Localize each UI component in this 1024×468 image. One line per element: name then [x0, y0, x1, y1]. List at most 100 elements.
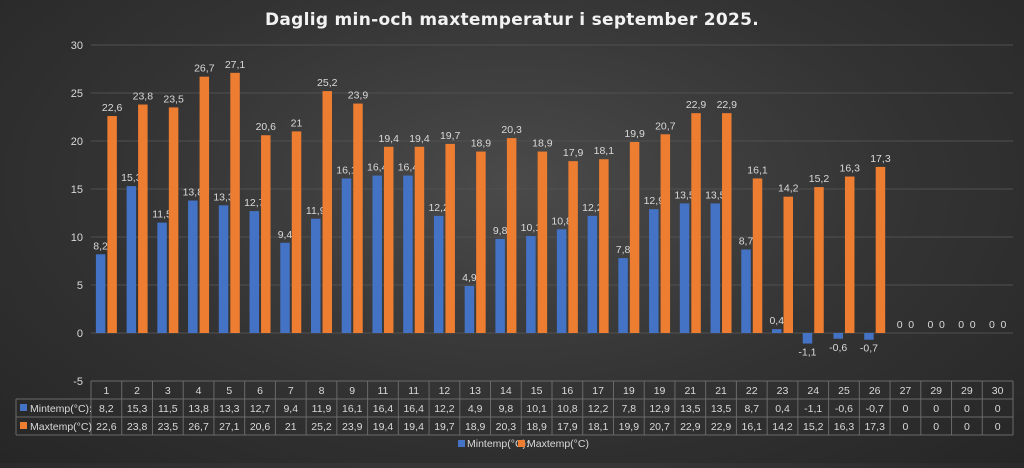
bar-min: [710, 203, 721, 333]
table-header-cell: 21: [715, 385, 727, 397]
data-label-max: 20,3: [501, 124, 522, 136]
data-label-min: 10,8: [551, 215, 572, 227]
data-label-max: 17,3: [870, 153, 891, 165]
table-key-max: [20, 422, 27, 429]
data-label-min: 12,2: [428, 202, 449, 214]
bar-min: [556, 229, 567, 333]
table-cell: 9,8: [499, 403, 514, 415]
table-cell: 8,2: [99, 403, 114, 415]
data-label-max: 0: [939, 319, 945, 331]
table-cell: 13,8: [188, 403, 209, 415]
table-header-cell: 25: [838, 385, 850, 397]
bar-min: [772, 329, 782, 333]
data-label-max: 22,6: [102, 102, 123, 114]
bar-min: [280, 242, 290, 333]
bar-max: [599, 159, 609, 333]
bar-min: [464, 285, 475, 333]
data-label-max: 22,9: [686, 99, 707, 111]
bar-min: [433, 215, 444, 333]
table-header-cell: 17: [592, 385, 604, 397]
bar-min: [833, 333, 843, 339]
table-cell: 19,4: [373, 421, 394, 433]
bar-max: [875, 166, 886, 333]
bar-max: [230, 72, 240, 333]
bar-min: [157, 222, 167, 333]
bar-max: [107, 116, 117, 333]
bar-min: [372, 175, 382, 333]
bar-max: [629, 141, 640, 333]
bar-max: [199, 76, 210, 334]
data-label-min: 0,4: [769, 315, 784, 327]
table-header-cell: 8: [319, 385, 325, 397]
table-cell: 7,8: [622, 403, 637, 415]
bar-min: [495, 238, 505, 333]
table-cell: 11,5: [158, 403, 178, 415]
table-cell: 0: [964, 421, 970, 433]
table-cell: 18,9: [465, 421, 486, 433]
data-label-max: 16,3: [839, 163, 860, 175]
legend-key-max: [518, 440, 525, 447]
table-cell: 16,3: [834, 421, 855, 433]
table-cell: 22,9: [711, 421, 732, 433]
bar-min: [311, 218, 321, 333]
bar-min: [526, 236, 536, 333]
table-cell: 12,2: [434, 403, 455, 415]
table-cell: 0,4: [775, 403, 790, 415]
bar-min: [587, 215, 598, 333]
table-cell: 19,7: [434, 421, 455, 433]
data-label-min: -0,7: [860, 343, 878, 355]
table-cell: 12,7: [250, 403, 271, 415]
table-cell: 16,4: [403, 403, 424, 415]
bar-min: [802, 333, 813, 344]
data-label-max: 22,9: [717, 99, 738, 111]
data-label-min: 0: [927, 319, 933, 331]
bar-max: [168, 107, 179, 334]
bar-min: [95, 254, 106, 333]
table-cell: 20,7: [649, 421, 670, 433]
table-cell: 10,8: [557, 403, 578, 415]
table-header-cell: 11: [408, 385, 419, 397]
table-header-cell: 12: [439, 385, 451, 397]
bar-max: [537, 151, 548, 333]
table-cell: 15,2: [803, 421, 824, 433]
table-header-cell: 19: [623, 385, 635, 397]
data-label-max: 18,9: [471, 138, 492, 150]
bar-min: [188, 200, 198, 333]
table-cell: 15,3: [127, 403, 148, 415]
table-cell: 12,9: [649, 403, 670, 415]
bar-max: [291, 131, 302, 333]
table-header-cell: 27: [900, 385, 912, 397]
data-label-max: 19,4: [378, 133, 399, 145]
table-header-cell: 15: [531, 385, 543, 397]
data-label-min: 13,3: [213, 191, 234, 203]
table-cell: 25,2: [311, 421, 332, 433]
table-cell: 19,4: [403, 421, 424, 433]
table-cell: -0,6: [835, 403, 853, 415]
table-cell: 16,4: [373, 403, 394, 415]
table-header-cell: 2: [134, 385, 140, 397]
table-cell: 22,6: [96, 421, 117, 433]
table-header-cell: 23: [777, 385, 789, 397]
chart-title: Daglig min-och maxtemperatur i september…: [264, 10, 760, 30]
data-label-max: 0: [1000, 319, 1006, 331]
table-cell: 14,2: [772, 421, 793, 433]
y-tick-label: 30: [71, 40, 83, 52]
table-cell: 0: [903, 421, 909, 433]
bar-min: [126, 186, 137, 333]
bar-min: [341, 178, 352, 333]
data-label-min: 0: [989, 319, 995, 331]
table-cell: 20,6: [250, 421, 271, 433]
legend-label: Maxtemp(°C): [527, 438, 589, 450]
table-cell: 0: [933, 403, 939, 415]
y-tick-label: 25: [71, 88, 83, 100]
bar-max: [322, 91, 332, 333]
data-label-max: 20,7: [655, 120, 676, 132]
data-label-min: 16,4: [367, 162, 388, 174]
y-tick-label: 5: [77, 280, 83, 292]
data-label-min: 11,5: [152, 209, 172, 221]
table-cell: -0,7: [866, 403, 884, 415]
table-header-cell: 30: [992, 385, 1004, 397]
table-cell: -1,1: [804, 403, 822, 415]
